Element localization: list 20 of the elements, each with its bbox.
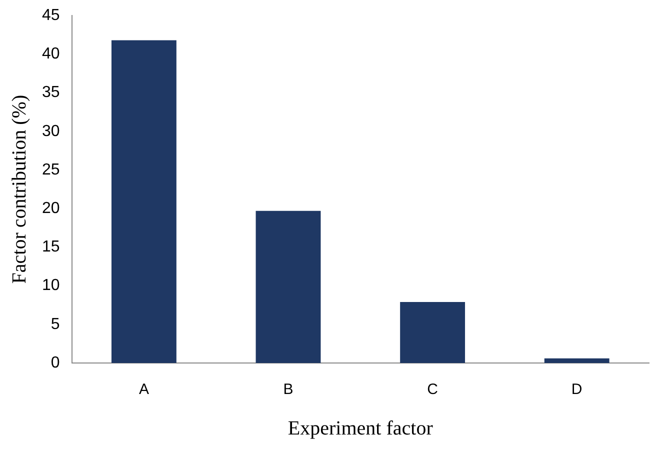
y-tick-label: 30 [42, 122, 60, 140]
y-tick-label: 15 [42, 238, 60, 256]
y-tick-label: 20 [42, 200, 60, 218]
x-tick-label: A [138, 381, 149, 398]
bar [544, 358, 610, 363]
y-tick-label: 25 [42, 161, 60, 178]
y-tick-label: 40 [42, 46, 60, 63]
y-tick-label: 0 [50, 354, 60, 372]
bar [111, 40, 176, 363]
x-tick-label: B [283, 381, 294, 398]
y-tick-label: 35 [42, 84, 60, 102]
x-tick-label: D [571, 381, 582, 398]
bar [256, 210, 321, 363]
x-axis-title: Experiment factor [288, 417, 434, 440]
bar [400, 302, 466, 363]
y-axis-title: Factor contribution (%) [8, 94, 30, 284]
y-tick-label: 45 [42, 7, 60, 24]
x-tick-label: C [427, 381, 438, 398]
y-tick-label: 10 [42, 277, 60, 294]
y-tick-label: 5 [50, 316, 60, 333]
